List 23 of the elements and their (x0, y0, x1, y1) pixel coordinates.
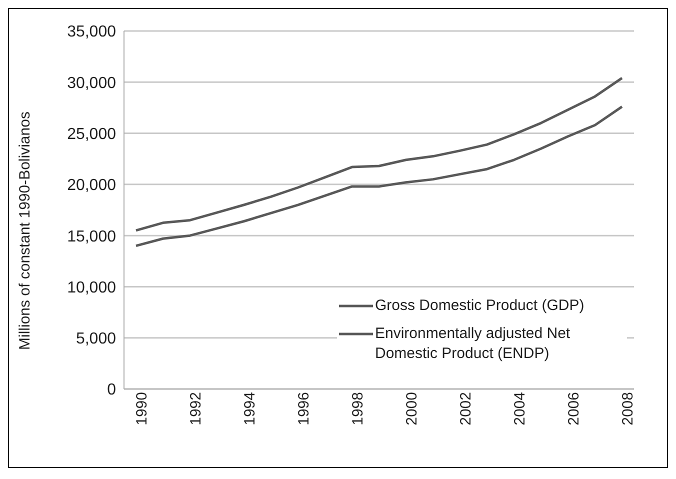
line-series (134, 105, 624, 248)
line-series (134, 76, 624, 232)
x-tick-label: 1992 (188, 392, 205, 426)
y-tick-label: 35,000 (67, 24, 116, 41)
x-tick-label: 2000 (404, 392, 421, 426)
legend-label: Gross Domestic Product (GDP) (375, 296, 584, 316)
y-tick-label: 5,000 (76, 330, 116, 348)
y-axis-title: Millions of constant 1990-Bolivianos (16, 112, 34, 350)
y-tick-label: 0 (107, 382, 116, 399)
x-tick-label: 2006 (566, 392, 583, 426)
y-tick-label: 30,000 (67, 74, 116, 92)
x-tick-label: 1996 (296, 392, 313, 426)
x-tick-label: 1994 (242, 392, 259, 426)
y-tick-label: 15,000 (67, 228, 116, 246)
legend-label: Environmentally adjusted Net Domestic Product (ENDP) (375, 324, 572, 364)
x-tick-label: 1998 (350, 392, 367, 426)
y-tick-label: 10,000 (67, 279, 116, 296)
x-tick-label: 2002 (458, 392, 475, 426)
x-tick-label: 2004 (512, 392, 529, 426)
x-tick-label: 2008 (620, 392, 637, 426)
x-tick-label: 1990 (134, 392, 151, 426)
y-tick-label: 25,000 (67, 126, 116, 143)
y-tick-label: 20,000 (67, 177, 116, 194)
